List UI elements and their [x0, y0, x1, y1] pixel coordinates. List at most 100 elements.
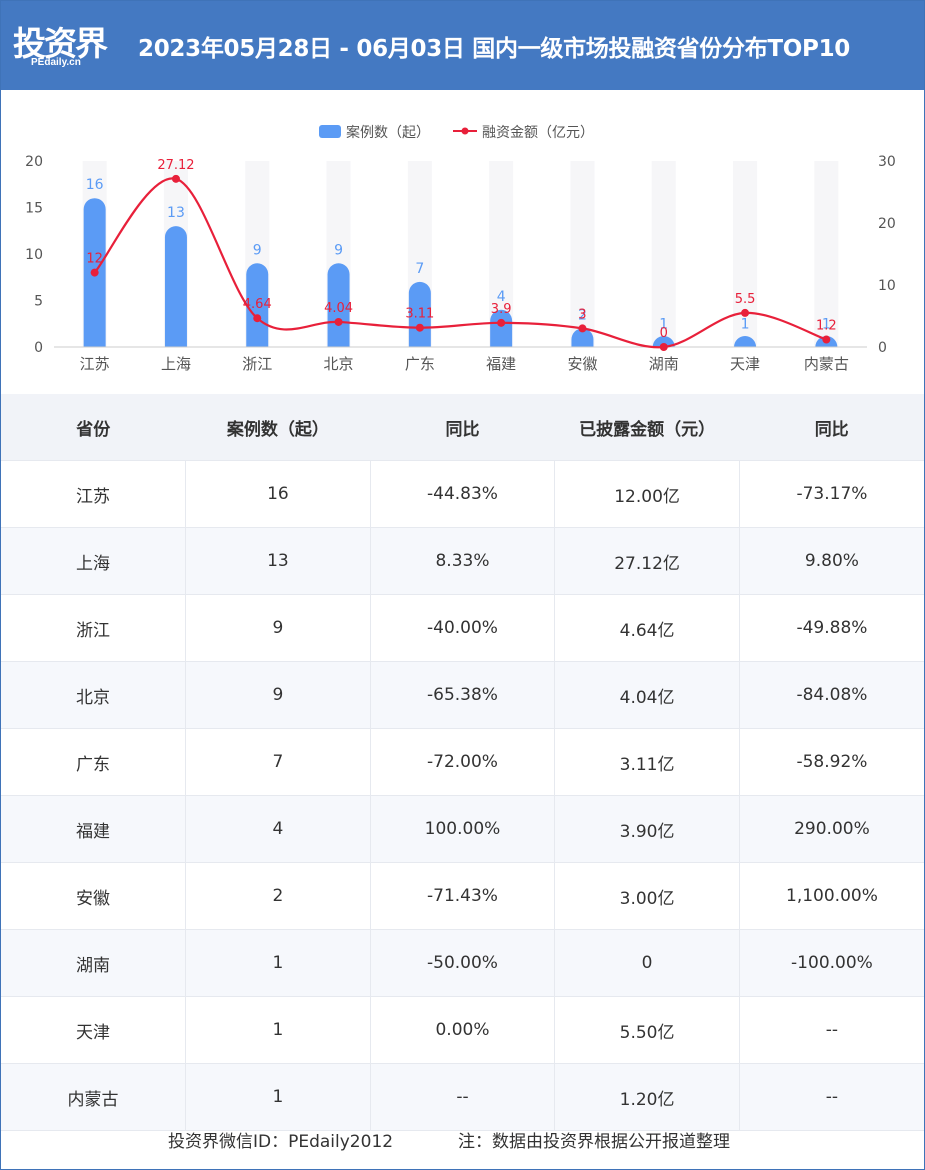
cell-province: 湖南	[1, 929, 187, 997]
legend-marker-line	[461, 127, 469, 135]
x-tick-label: 北京	[324, 355, 354, 373]
bar	[327, 263, 350, 347]
page-title: 2023年05月28日 - 06月03日 国内一级市场投融资省份分布TOP10	[138, 36, 851, 62]
y-right-tick-label: 10	[878, 278, 896, 294]
y-left-tick-label: 15	[25, 201, 43, 217]
cell-cases: 1	[185, 929, 371, 997]
bar-value-label: 2	[578, 307, 587, 323]
cell-amount-yoy: --	[739, 996, 924, 1064]
bar-value-label: 9	[334, 242, 343, 258]
bar-value-label: 1	[659, 317, 668, 333]
bar-value-label: 13	[167, 205, 185, 221]
cell-amount: 12.00亿	[554, 460, 740, 528]
header-amount: 已披露金额（元）	[554, 394, 740, 461]
cell-cases-yoy: -72.00%	[370, 728, 556, 796]
amount-point	[822, 335, 831, 344]
bar-value-label: 9	[253, 242, 262, 258]
line-value-label: 3.11	[405, 307, 434, 322]
cell-amount: 3.00亿	[554, 862, 740, 930]
cell-cases: 9	[185, 661, 371, 729]
bar	[734, 336, 757, 347]
legend-label-bar: 案例数（起）	[346, 124, 430, 141]
cell-amount: 27.12亿	[554, 527, 740, 595]
category-band	[651, 161, 676, 347]
line-value-label: 1.2	[816, 319, 837, 334]
table-row: 江苏 16 -44.83% 12.00亿 -73.17%	[1, 460, 924, 528]
bar-value-label: 1	[741, 317, 750, 333]
cell-cases-yoy: -40.00%	[370, 594, 556, 662]
bar	[246, 263, 269, 347]
line-value-label: 3	[578, 307, 586, 322]
data-table: 省份 案例数（起） 同比 已披露金额（元） 同比 江苏 16 -44.83% 12.0…	[1, 394, 924, 1131]
amount-point	[741, 308, 750, 317]
table-row: 上海 13 8.33% 27.12亿 9.80%	[1, 527, 924, 595]
cell-province: 江苏	[1, 460, 187, 528]
bar-value-label: 7	[415, 261, 424, 277]
amount-point	[497, 318, 506, 327]
line-value-label: 4.64	[243, 297, 272, 312]
cell-cases: 1	[185, 1063, 371, 1131]
category-band	[570, 161, 595, 347]
x-tick-label: 上海	[161, 355, 191, 373]
cell-province: 内蒙古	[1, 1063, 187, 1131]
table-row: 安徽 2 -71.43% 3.00亿 1,100.00%	[1, 862, 924, 930]
header-bar: 投资界 PEdaily.cn 2023年05月28日 - 06月03日 国内一级…	[1, 1, 924, 90]
cell-amount-yoy: -73.17%	[739, 460, 924, 528]
cell-cases-yoy: -44.83%	[370, 460, 556, 528]
header-province: 省份	[1, 394, 186, 461]
bar-value-label: 1	[822, 317, 831, 333]
table-row: 北京 9 -65.38% 4.04亿 -84.08%	[1, 661, 924, 729]
cell-cases-yoy: --	[370, 1063, 556, 1131]
bar	[408, 281, 431, 347]
cell-amount: 4.04亿	[554, 661, 740, 729]
cell-amount: 5.50亿	[554, 996, 740, 1064]
logo-text: 投资界	[13, 24, 108, 63]
cell-province: 安徽	[1, 862, 187, 930]
amount-point	[90, 268, 99, 277]
cell-cases: 4	[185, 795, 371, 863]
cell-amount-yoy: 1,100.00%	[739, 862, 924, 930]
table-row: 浙江 9 -40.00% 4.64亿 -49.88%	[1, 594, 924, 662]
y-left-tick-label: 20	[25, 154, 43, 170]
logo-subtext: PEdaily.cn	[31, 57, 81, 68]
cell-amount: 3.90亿	[554, 795, 740, 863]
cell-amount-yoy: --	[739, 1063, 924, 1131]
cell-amount-yoy: 9.80%	[739, 527, 924, 595]
legend-swatch-bar	[319, 125, 341, 138]
line-value-label: 12	[86, 252, 103, 267]
cell-cases-yoy: 100.00%	[370, 795, 556, 863]
pedaily-logo: 投资界 PEdaily.cn	[13, 17, 113, 73]
line-value-label: 3.9	[491, 302, 512, 317]
cell-cases-yoy: -50.00%	[370, 929, 556, 997]
x-tick-label: 天津	[730, 355, 760, 373]
cell-cases: 13	[185, 527, 371, 595]
bar-value-label: 4	[497, 289, 506, 305]
cell-cases: 16	[185, 460, 371, 528]
y-left-tick-label: 5	[34, 294, 43, 310]
y-right-tick-label: 30	[878, 154, 896, 170]
y-left-tick-label: 0	[34, 340, 43, 356]
cell-amount: 3.11亿	[554, 728, 740, 796]
amount-point	[659, 343, 668, 351]
cell-cases-yoy: -65.38%	[370, 661, 556, 729]
cell-amount: 0	[554, 929, 740, 997]
cell-province: 福建	[1, 795, 187, 863]
header-amount-yoy: 同比	[739, 394, 924, 461]
table-row: 广东 7 -72.00% 3.11亿 -58.92%	[1, 728, 924, 796]
cell-amount-yoy: 290.00%	[739, 795, 924, 863]
cell-amount: 4.64亿	[554, 594, 740, 662]
line-value-label: 5.5	[735, 292, 756, 307]
amount-point	[415, 323, 424, 332]
cell-cases-yoy: -71.43%	[370, 862, 556, 930]
y-left-tick-label: 10	[25, 247, 43, 263]
cell-cases: 7	[185, 728, 371, 796]
bar-value-label: 16	[86, 177, 104, 193]
x-tick-label: 内蒙古	[804, 355, 849, 373]
cell-province: 天津	[1, 996, 187, 1064]
table-header-row: 省份 案例数（起） 同比 已披露金额（元） 同比	[1, 394, 924, 461]
line-value-label: 27.12	[157, 158, 194, 173]
cell-amount-yoy: -84.08%	[739, 661, 924, 729]
header-cases: 案例数（起）	[185, 394, 371, 461]
header-cases-yoy: 同比	[370, 394, 555, 461]
